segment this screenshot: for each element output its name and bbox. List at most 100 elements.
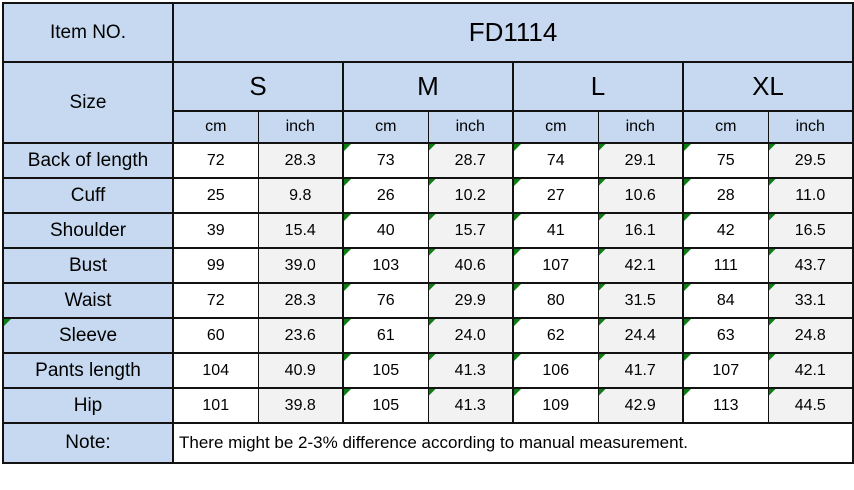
- value-cell: 40: [342, 212, 429, 249]
- error-flag-icon: [769, 180, 776, 186]
- value-cell: 31.5: [597, 282, 684, 319]
- value-cell: 72: [172, 142, 259, 179]
- value-cell: 111: [682, 247, 769, 284]
- value-cell: 39: [172, 212, 259, 249]
- error-flag-icon: [599, 250, 606, 256]
- error-flag-icon: [345, 285, 351, 291]
- table-row: Pants length 104 40.9 105 41.3 106 41.7 …: [2, 352, 854, 389]
- error-flag-icon: [685, 145, 691, 151]
- item-no-label: Item NO.: [49, 21, 126, 43]
- value-cell: 15.7: [427, 212, 514, 249]
- error-flag-icon: [515, 390, 521, 396]
- value-cell: 26: [342, 177, 429, 214]
- error-flag-icon: [769, 145, 776, 151]
- unit-header-cell: inch: [427, 110, 514, 144]
- value-cell: 42.1: [767, 352, 854, 389]
- value-cell: 44.5: [767, 387, 854, 424]
- error-flag-icon: [345, 390, 351, 396]
- value-cell: 103: [342, 247, 429, 284]
- unit-header-cell: cm: [342, 110, 429, 144]
- value-cell: 76: [342, 282, 429, 319]
- value-cell: 72: [172, 282, 259, 319]
- row-label-cell: Waist: [2, 282, 174, 319]
- error-flag-icon: [769, 320, 776, 326]
- size-label-cell: Size: [2, 61, 174, 144]
- table-row: Waist 72 28.3 76 29.9 80 31.5 84 33.1: [2, 282, 854, 319]
- error-flag-icon: [599, 180, 606, 186]
- value-cell: 74: [512, 142, 599, 179]
- value-cell: 28: [682, 177, 769, 214]
- error-flag-icon: [515, 285, 521, 291]
- value-cell: 99: [172, 247, 259, 284]
- value-cell: 101: [172, 387, 259, 424]
- value-cell: 113: [682, 387, 769, 424]
- size-chart-table: Item NO. FD1114 Size S M L XL cm inch cm…: [2, 2, 854, 464]
- error-flag-icon: [429, 145, 436, 151]
- error-flag-icon: [599, 145, 606, 151]
- value-cell: 41: [512, 212, 599, 249]
- value-cell: 16.1: [597, 212, 684, 249]
- value-cell: 9.8: [257, 177, 344, 214]
- row-label-cell: Bust: [2, 247, 174, 284]
- value-cell: 106: [512, 352, 599, 389]
- error-flag-icon: [345, 355, 351, 361]
- error-flag-icon: [429, 355, 436, 361]
- value-cell: 40.9: [257, 352, 344, 389]
- value-cell: 27: [512, 177, 599, 214]
- value-cell: 109: [512, 387, 599, 424]
- error-flag-icon: [599, 355, 606, 361]
- unit-header-cell: cm: [682, 110, 769, 144]
- table-row: Cuff 25 9.8 26 10.2 27 10.6 28 11.0: [2, 177, 854, 214]
- row-label-cell: Shoulder: [2, 212, 174, 249]
- error-flag-icon: [599, 390, 606, 396]
- error-flag-icon: [769, 215, 776, 221]
- error-flag-icon: [345, 250, 351, 256]
- size-header-s: S: [172, 61, 344, 112]
- error-flag-icon: [515, 180, 521, 186]
- value-cell: 63: [682, 317, 769, 354]
- value-cell: 10.2: [427, 177, 514, 214]
- unit-header-cell: inch: [257, 110, 344, 144]
- error-flag-icon: [345, 320, 351, 326]
- table-row: Sleeve 60 23.6 61 24.0 62 24.4 63 24.8: [2, 317, 854, 354]
- unit-header-cell: inch: [767, 110, 854, 144]
- value-cell: 10.6: [597, 177, 684, 214]
- error-flag-icon: [429, 285, 436, 291]
- row-label-cell: Cuff: [2, 177, 174, 214]
- value-cell: 39.0: [257, 247, 344, 284]
- size-header-m: M: [342, 61, 514, 112]
- unit-header-cell: inch: [597, 110, 684, 144]
- value-cell: 41.7: [597, 352, 684, 389]
- error-flag-icon: [769, 250, 776, 256]
- value-cell: 39.8: [257, 387, 344, 424]
- error-flag-icon: [515, 355, 521, 361]
- error-flag-icon: [685, 215, 691, 221]
- size-header-l: L: [512, 61, 684, 112]
- unit-header-cell: cm: [512, 110, 599, 144]
- table-row: Back of length 72 28.3 73 28.7 74 29.1 7…: [2, 142, 854, 179]
- unit-header-cell: cm: [172, 110, 259, 144]
- row-label-cell: Back of length: [2, 142, 174, 179]
- value-cell: 107: [682, 352, 769, 389]
- value-cell: 24.8: [767, 317, 854, 354]
- value-cell: 61: [342, 317, 429, 354]
- error-flag-icon: [515, 320, 521, 326]
- error-flag-icon: [685, 285, 691, 291]
- value-cell: 41.3: [427, 387, 514, 424]
- value-cell: 42: [682, 212, 769, 249]
- error-flag-icon: [599, 320, 606, 326]
- value-cell: 23.6: [257, 317, 344, 354]
- error-flag-icon: [345, 215, 351, 221]
- error-flag-icon: [769, 355, 776, 361]
- value-cell: 25: [172, 177, 259, 214]
- value-cell: 60: [172, 317, 259, 354]
- error-flag-icon: [685, 320, 691, 326]
- value-cell: 28.3: [257, 282, 344, 319]
- note-label-cell: Note:: [2, 422, 174, 464]
- value-cell: 24.4: [597, 317, 684, 354]
- value-cell: 24.0: [427, 317, 514, 354]
- error-flag-icon: [345, 145, 351, 151]
- value-cell: 11.0: [767, 177, 854, 214]
- value-cell: 80: [512, 282, 599, 319]
- error-flag-icon: [685, 250, 691, 256]
